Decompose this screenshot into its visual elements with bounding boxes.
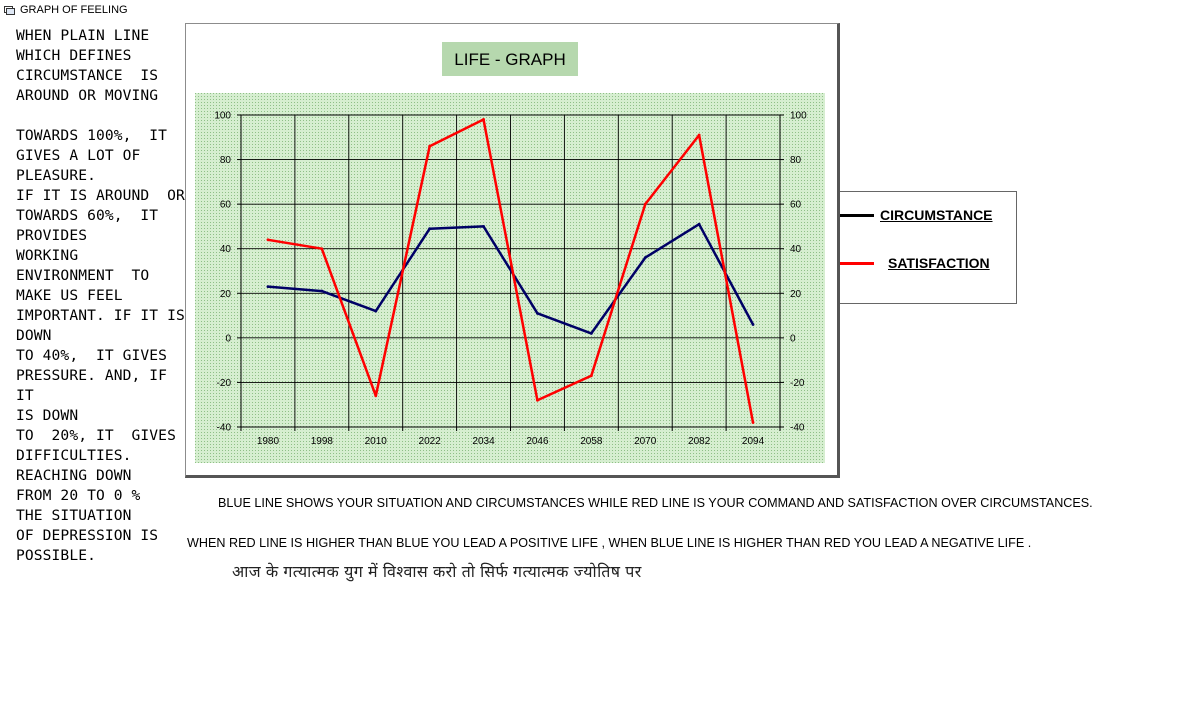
y-tick-label-left: -20 — [217, 378, 232, 389]
y-tick-label-right: 80 — [790, 155, 802, 166]
data-point-satisfaction — [320, 247, 324, 251]
data-point-circumstance — [374, 309, 378, 313]
y-tick-label-left: 80 — [220, 155, 232, 166]
x-tick-label: 1998 — [311, 436, 334, 447]
data-point-satisfaction — [589, 374, 593, 378]
data-point-satisfaction — [643, 202, 647, 206]
y-tick-label-right: 60 — [790, 200, 802, 211]
x-tick-label: 2058 — [580, 436, 603, 447]
hindi-caption: आज के गत्यात्मक युग में विश्वास करो तो स… — [232, 564, 642, 581]
data-point-satisfaction — [266, 238, 270, 242]
window-icon — [4, 5, 15, 15]
y-tick-label-left: 0 — [225, 333, 231, 344]
y-tick-label-right: 40 — [790, 244, 802, 255]
data-point-circumstance — [643, 256, 647, 260]
window-title-text: GRAPH OF FEELING — [20, 4, 128, 16]
life-graph-chart: LIFE - GRAPH 100 100 80 80 60 60 40 40 20 20 0 0 -20… — [195, 42, 825, 463]
legend-label-satisfaction: SATISFACTION — [888, 255, 990, 271]
y-tick-label-right: 100 — [790, 111, 807, 122]
data-point-circumstance — [536, 311, 539, 315]
data-point-satisfaction — [374, 394, 378, 398]
data-point-circumstance — [428, 227, 432, 231]
window-title: GRAPH OF FEELING — [4, 4, 128, 16]
data-point-circumstance — [320, 289, 324, 293]
left-description: WHEN PLAIN LINE WHICH DEFINES CIRCUMSTAN… — [16, 27, 185, 564]
chart-title: LIFE - GRAPH — [454, 50, 565, 69]
legend-swatch-circumstance — [840, 213, 874, 217]
x-tick-label: 2010 — [365, 436, 388, 447]
plot-background — [195, 93, 825, 463]
title-background — [442, 42, 578, 76]
data-point-circumstance — [589, 332, 593, 335]
data-point-satisfaction — [751, 421, 755, 424]
legend-item-satisfaction: SATISFACTION — [840, 255, 990, 271]
note-line-2: WHEN RED LINE IS HIGHER THAN BLUE YOU LE… — [187, 536, 1032, 550]
x-tick-label: 1980 — [257, 436, 280, 447]
x-tick-label: 2082 — [688, 436, 711, 447]
legend-swatch-satisfaction — [840, 261, 874, 265]
x-tick-label: 2070 — [634, 436, 657, 447]
data-point-satisfaction — [536, 398, 539, 402]
y-tick-label-right: 20 — [790, 289, 802, 300]
x-tick-label: 2022 — [419, 436, 442, 447]
data-point-satisfaction — [428, 144, 432, 148]
y-tick-label-left: 60 — [220, 200, 232, 211]
y-tick-label-left: -40 — [217, 423, 232, 434]
note-line-1: BLUE LINE SHOWS YOUR SITUATION AND CIRCU… — [218, 496, 1093, 510]
x-tick-label: 2034 — [472, 436, 495, 447]
chart-frame: LIFE - GRAPH 100 100 80 80 60 60 40 40 20 20 0 0 -20… — [185, 23, 840, 478]
y-tick-label-left: 100 — [214, 111, 231, 122]
legend-label-circumstance: CIRCUMSTANCE — [880, 207, 993, 223]
y-tick-label-right: -20 — [790, 378, 805, 389]
data-point-satisfaction — [482, 118, 485, 121]
series-line-satisfaction — [267, 118, 755, 423]
legend: CIRCUMSTANCE SATISFACTION — [840, 191, 1017, 304]
series-line-circumstance — [267, 222, 755, 335]
data-point-circumstance — [482, 225, 485, 228]
y-tick-label-left: 20 — [220, 289, 232, 300]
x-tick-label: 2046 — [526, 436, 549, 447]
data-point-circumstance — [697, 222, 701, 226]
x-tick-label: 2094 — [742, 436, 765, 447]
data-point-satisfaction — [697, 133, 701, 137]
y-tick-label-left: 40 — [220, 244, 232, 255]
plot-border — [240, 114, 781, 428]
data-point-circumstance — [266, 285, 270, 288]
y-tick-label-right: -40 — [790, 423, 805, 434]
legend-item-circumstance: CIRCUMSTANCE — [840, 207, 993, 223]
data-point-circumstance — [751, 323, 755, 326]
y-tick-label-right: 0 — [790, 333, 796, 344]
